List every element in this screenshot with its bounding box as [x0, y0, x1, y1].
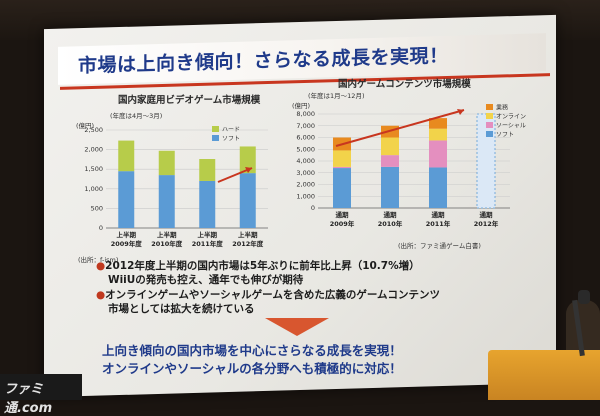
bar-segment	[199, 180, 216, 228]
legend-label: 業務	[496, 104, 508, 112]
legend-label: ソフト	[496, 132, 514, 139]
y-tick-label: 2,500	[84, 126, 103, 134]
x-tick-label: 通期	[432, 210, 446, 219]
y-tick-label: 5,000	[296, 145, 315, 153]
y-tick-label: 2,000	[296, 181, 315, 189]
y-tick-label: 0	[311, 204, 315, 212]
watermark-logo: ファミ通.com	[0, 374, 82, 416]
x-tick-label: 2010年	[378, 219, 403, 228]
x-tick-label: 通期	[480, 210, 494, 219]
x-tick-label: 通期	[336, 210, 350, 219]
bar-segment	[333, 168, 351, 208]
bar-segment	[333, 166, 351, 169]
legend-swatch	[486, 122, 493, 128]
y-tick-label: 3,000	[296, 169, 315, 177]
x-tick-label: 上半期	[198, 230, 218, 239]
y-tick-label: 8,000	[296, 110, 315, 118]
right-chart-source: (出所：ファミ通ゲーム白書)	[398, 242, 481, 250]
bullet-2-sub: 市場としては拡大を続けている	[108, 303, 255, 315]
growth-arrow-icon	[217, 167, 253, 183]
bar-segment	[333, 150, 351, 167]
bar-segment	[118, 171, 135, 228]
bar-segment	[199, 159, 216, 181]
legend-swatch	[212, 135, 219, 141]
legend-swatch	[486, 104, 493, 110]
bar-segment	[429, 140, 447, 168]
bullet-1-sub: WiiUの発売も控え、通年でも伸びが期待	[108, 274, 304, 286]
conclusion-line-1: 上向き傾向の国内市場を中心にさらなる成長を実現！	[102, 343, 402, 358]
right-chart-title: 国内ゲームコンテンツ市場規模	[338, 79, 471, 90]
growth-arrowhead-icon	[245, 167, 252, 173]
bullet-2: ●オンラインゲームやソーシャルゲームを含めた広義のゲームコンテンツ	[96, 287, 440, 302]
x-tick-label: 上半期	[238, 230, 258, 239]
watermark-text: ファミ通.com	[4, 382, 53, 416]
y-tick-label: 1,000	[84, 185, 103, 193]
y-tick-label: 6,000	[296, 134, 315, 142]
y-tick-label: 7,000	[296, 122, 315, 130]
legend-swatch	[212, 126, 219, 132]
y-tick-label: 4,000	[296, 157, 315, 165]
growth-arrow-icon	[335, 109, 465, 147]
x-tick-label: 2010年度	[151, 239, 183, 248]
legend-label: オンライン	[496, 114, 526, 121]
x-tick-label: 2011年度	[192, 239, 224, 248]
growth-arrowhead-icon	[457, 109, 464, 115]
x-tick-label: 上半期	[117, 230, 137, 239]
y-tick-label: 2,000	[84, 146, 103, 154]
bar-segment	[381, 137, 399, 156]
bar-segment	[381, 155, 399, 167]
y-tick-label: 1,500	[84, 165, 103, 173]
x-tick-label: 2012年度	[232, 239, 264, 248]
bar-segment	[158, 150, 175, 176]
down-arrow-icon	[265, 318, 329, 336]
microphone-icon	[578, 290, 590, 304]
legend-swatch	[486, 131, 493, 137]
x-tick-label: 通期	[384, 210, 398, 219]
conclusion-line-2: オンラインやソーシャルの各分野へも積極的に対応！	[102, 361, 402, 376]
y-tick-label: 1,000	[296, 192, 315, 200]
x-tick-label: 上半期	[157, 230, 177, 239]
right-chart-unit: (億円)	[292, 102, 311, 110]
bullet-1: ●2012年度上半期の国内市場は5年ぶりに前年比上昇（10.7%増）	[96, 258, 420, 273]
bullet-marker-icon: ●	[96, 260, 106, 272]
x-tick-label: 2009年	[330, 219, 355, 228]
right-bar-chart: 0 1,000 2,000 3,000 4,000 5,000 6,000 7,000 8,00…	[296, 104, 526, 228]
bar-segment	[429, 118, 447, 129]
left-chart-period-note: (年度は4月〜3月)	[110, 112, 163, 120]
legend-label: ソーシャル	[496, 123, 526, 130]
x-tick-label: 2009年度	[111, 239, 143, 248]
bullet-2-text: オンラインゲームやソーシャルゲームを含めた広義のゲームコンテンツ	[105, 289, 441, 301]
y-tick-label: 0	[99, 224, 103, 232]
bar-segment	[118, 140, 135, 172]
right-chart-period-note: (年度は1月〜12月)	[308, 92, 365, 100]
left-chart-source: (出所：f-ism)	[78, 256, 119, 264]
left-chart-title: 国内家庭用ビデオゲーム市場規模	[118, 95, 261, 106]
x-tick-label: 2012年	[474, 219, 499, 228]
bar-segment	[381, 166, 399, 208]
bar-segment	[239, 173, 256, 228]
bar-segment	[158, 175, 175, 228]
bullet-1-text: 2012年度上半期の国内市場は5年ぶりに前年比上昇（10.7%増）	[105, 260, 420, 272]
bar-segment	[429, 128, 447, 141]
legend-label: ソフト	[222, 136, 240, 143]
legend-label: ハード	[222, 127, 240, 134]
bar-segment	[239, 146, 256, 174]
legend-swatch	[486, 113, 493, 119]
bullet-marker-icon: ●	[96, 289, 106, 301]
podium	[488, 350, 600, 400]
left-chart-unit: (億円)	[76, 122, 95, 130]
bar-segment	[429, 167, 447, 208]
left-bar-chart: 05001,0001,5002,0002,500上半期2009年度上半期2010…	[84, 126, 268, 248]
x-tick-label: 2011年	[426, 219, 451, 228]
forecast-bar	[476, 113, 496, 209]
y-tick-label: 500	[91, 204, 103, 212]
